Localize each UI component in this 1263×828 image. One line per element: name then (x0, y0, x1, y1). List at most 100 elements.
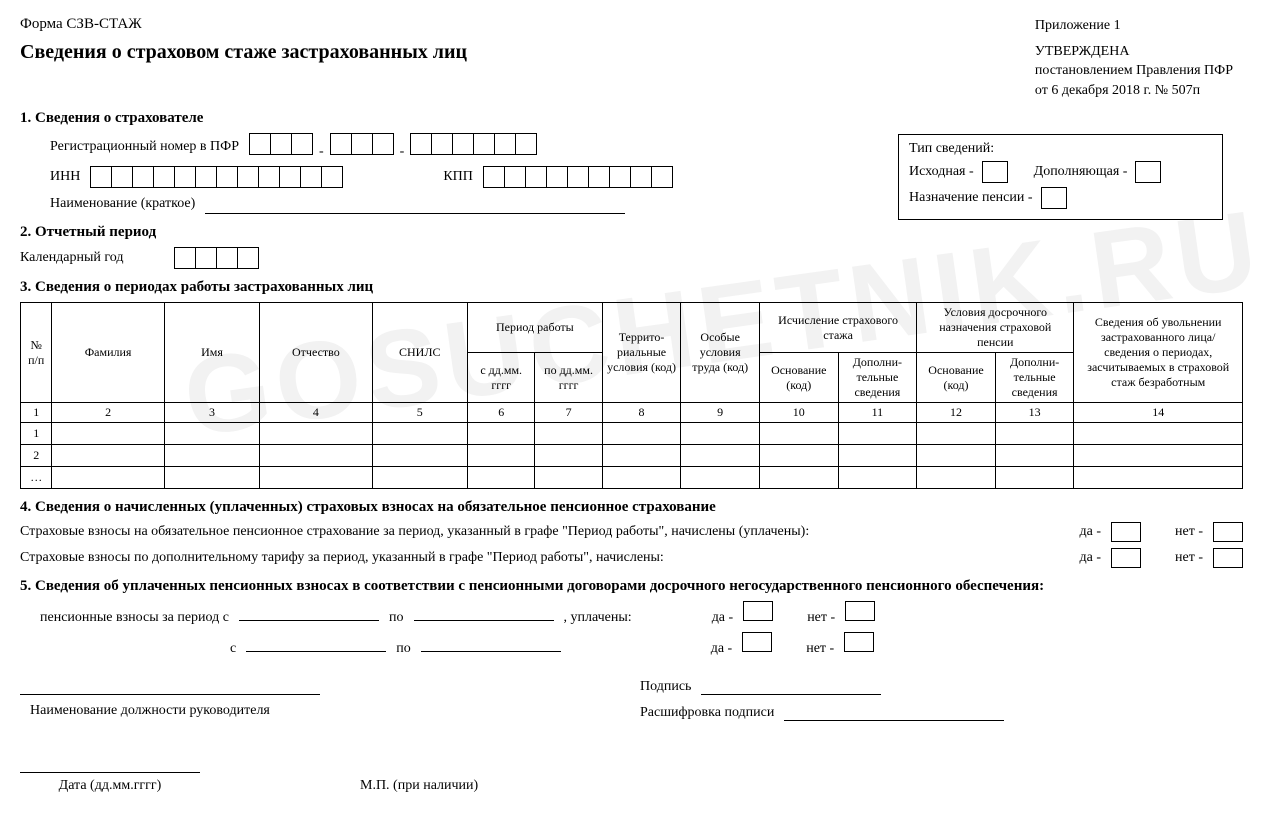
table-cell[interactable] (1074, 445, 1243, 467)
input-cell[interactable] (291, 133, 313, 155)
date-field[interactable] (20, 755, 200, 773)
input-cell[interactable] (321, 166, 343, 188)
table-cell[interactable] (260, 423, 372, 445)
decode-field[interactable] (784, 703, 1004, 721)
form-code: Форма СЗВ-СТАЖ (20, 16, 467, 33)
table-cell[interactable] (260, 445, 372, 467)
input-cell[interactable] (515, 133, 537, 155)
table-cell[interactable] (372, 423, 467, 445)
sec5-from2[interactable] (246, 634, 386, 652)
input-cell[interactable] (195, 166, 217, 188)
input-cell[interactable] (410, 133, 432, 155)
table-cell[interactable] (535, 445, 602, 467)
table-cell[interactable] (164, 423, 259, 445)
input-cell[interactable] (216, 247, 238, 269)
input-cell[interactable] (174, 247, 196, 269)
input-cell[interactable] (258, 166, 280, 188)
input-cell[interactable] (174, 166, 196, 188)
input-cell[interactable] (237, 166, 259, 188)
table-cell[interactable] (602, 423, 681, 445)
input-cell[interactable] (452, 133, 474, 155)
table-cell[interactable] (372, 467, 467, 489)
input-cell[interactable] (504, 166, 526, 188)
input-cell[interactable] (630, 166, 652, 188)
table-cell[interactable] (372, 445, 467, 467)
table-cell[interactable] (838, 467, 917, 489)
table-cell[interactable] (164, 445, 259, 467)
table-cell[interactable] (681, 423, 760, 445)
input-cell[interactable] (249, 133, 271, 155)
table-cell[interactable] (917, 467, 996, 489)
sec5-to1[interactable] (414, 603, 554, 621)
table-cell[interactable] (52, 423, 164, 445)
section5-title: 5. Сведения об уплаченных пенсионных взн… (20, 578, 1243, 595)
sec5-to2[interactable] (421, 634, 561, 652)
table-cell[interactable] (602, 467, 681, 489)
table-cell[interactable] (52, 467, 164, 489)
input-cell[interactable] (651, 166, 673, 188)
sec5-r2-no-box[interactable] (844, 632, 874, 652)
table-cell[interactable] (602, 445, 681, 467)
table-cell[interactable] (838, 445, 917, 467)
input-cell[interactable] (567, 166, 589, 188)
input-cell[interactable] (195, 247, 217, 269)
table-cell[interactable] (681, 445, 760, 467)
input-cell[interactable] (300, 166, 322, 188)
sec5-r1-yes-box[interactable] (743, 601, 773, 621)
table-cell[interactable] (535, 467, 602, 489)
input-cell[interactable] (270, 133, 292, 155)
sec4-l1-yes-box[interactable] (1111, 522, 1141, 542)
table-cell[interactable] (759, 423, 838, 445)
org-name-field[interactable] (205, 194, 625, 214)
input-cell[interactable] (431, 133, 453, 155)
table-cell[interactable] (1074, 423, 1243, 445)
col-terr: Террито­риальные условия (код) (602, 303, 681, 403)
input-cell[interactable] (330, 133, 352, 155)
input-cell[interactable] (90, 166, 112, 188)
sec4-l2-no-box[interactable] (1213, 548, 1243, 568)
input-cell[interactable] (473, 133, 495, 155)
input-cell[interactable] (279, 166, 301, 188)
input-cell[interactable] (546, 166, 568, 188)
input-cell[interactable] (588, 166, 610, 188)
table-cell[interactable] (995, 423, 1074, 445)
input-cell[interactable] (216, 166, 238, 188)
input-cell[interactable] (153, 166, 175, 188)
sec5-from1[interactable] (239, 603, 379, 621)
info-type-pension-checkbox[interactable] (1041, 187, 1067, 209)
table-cell[interactable] (759, 467, 838, 489)
input-cell[interactable] (525, 166, 547, 188)
info-type-initial-checkbox[interactable] (982, 161, 1008, 183)
table-cell[interactable] (917, 423, 996, 445)
input-cell[interactable] (111, 166, 133, 188)
table-cell[interactable] (164, 467, 259, 489)
table-cell[interactable] (995, 467, 1074, 489)
sec4-l2-yes-box[interactable] (1111, 548, 1141, 568)
position-field[interactable] (20, 677, 320, 695)
table-cell[interactable] (468, 423, 535, 445)
input-cell[interactable] (609, 166, 631, 188)
table-cell[interactable] (681, 467, 760, 489)
table-cell[interactable] (1074, 467, 1243, 489)
input-cell[interactable] (483, 166, 505, 188)
table-cell[interactable] (52, 445, 164, 467)
sec5-r2-yes-box[interactable] (742, 632, 772, 652)
info-type-supplementary-checkbox[interactable] (1135, 161, 1161, 183)
table-cell[interactable] (260, 467, 372, 489)
table-cell[interactable] (917, 445, 996, 467)
sign-field[interactable] (701, 677, 881, 695)
input-cell[interactable] (237, 247, 259, 269)
input-cell[interactable] (132, 166, 154, 188)
sec4-l1-no-box[interactable] (1213, 522, 1243, 542)
table-cell[interactable] (838, 423, 917, 445)
table-cell[interactable] (468, 445, 535, 467)
input-cell[interactable] (494, 133, 516, 155)
header-right: Приложение 1 УТВЕРЖДЕНА постановлением П… (1035, 16, 1233, 100)
input-cell[interactable] (351, 133, 373, 155)
table-cell[interactable] (759, 445, 838, 467)
sec5-r1-no-box[interactable] (845, 601, 875, 621)
table-cell[interactable] (468, 467, 535, 489)
table-cell[interactable] (535, 423, 602, 445)
table-cell[interactable] (995, 445, 1074, 467)
input-cell[interactable] (372, 133, 394, 155)
